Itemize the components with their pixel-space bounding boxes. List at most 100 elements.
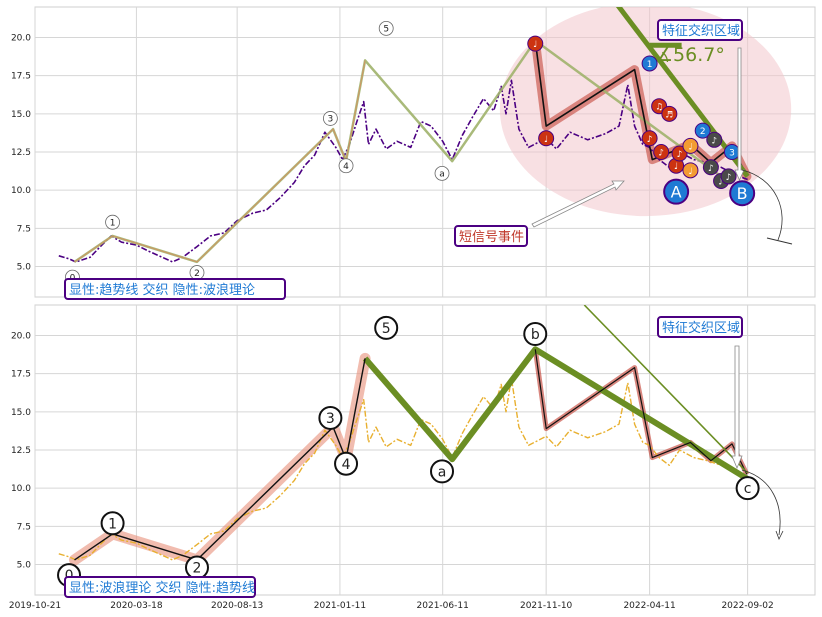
x-tick-label: 2021-01-11	[314, 601, 366, 611]
y-tick-label: 12.5	[11, 148, 31, 158]
event-marker-circle	[682, 162, 699, 179]
wave-path-line	[362, 346, 750, 482]
wave-label-text: 2	[194, 269, 200, 279]
y-tick-label: 7.5	[17, 522, 31, 532]
wave-label-text: a	[438, 464, 447, 480]
bottom-wave-labels: 012345abc	[57, 315, 760, 588]
event-marker-circle	[527, 35, 544, 52]
event-marker-circle	[682, 137, 699, 154]
bottom-y-tick-labels: 5.0 7.5 10.0 12.5 15.0 17.5 20.0	[11, 332, 31, 571]
big-marker-circle	[729, 180, 756, 207]
curved-arrow-top-head	[766, 237, 793, 245]
wave-label-text: c	[744, 481, 752, 497]
event-marker-label: ♬	[665, 110, 673, 120]
angle-label: ∡56.7°	[656, 44, 725, 66]
event-marker-circle	[720, 168, 737, 185]
top-zone-label-box: 特征交织区域	[657, 19, 743, 41]
y-tick-label: 17.5	[11, 370, 31, 380]
x-tick-label: 2020-08-13	[211, 601, 263, 611]
event-marker-label: ♪	[658, 149, 664, 159]
wave-label-text: 4	[343, 162, 349, 172]
event-marker-label: 1	[647, 60, 653, 70]
wave-label-text: 3	[328, 115, 334, 125]
detail-core-line	[534, 349, 748, 475]
wave-label-text: a	[439, 170, 445, 180]
big-marker-label: B	[737, 184, 748, 203]
wave-label-text: b	[531, 327, 540, 343]
y-tick-label: 5.0	[17, 262, 32, 272]
wave-label-circle	[374, 315, 399, 340]
event-marker-label: ♩	[674, 162, 678, 172]
event-marker-label: ♪	[711, 136, 717, 146]
event-marker-label: ♩	[688, 167, 692, 177]
event-marker-label: ♩	[533, 40, 537, 50]
wave-label-circle	[434, 165, 450, 181]
big-marker-label: A	[671, 183, 682, 202]
wave-label-circle	[100, 511, 125, 536]
event-marker-circle	[653, 144, 670, 160]
price-series-line	[58, 79, 748, 263]
y-tick-label: 20.0	[11, 332, 31, 342]
event-marker-circle	[641, 55, 658, 72]
y-tick-label: 5.0	[17, 560, 32, 570]
wave-label-text: 1	[110, 218, 116, 228]
y-tick-label: 17.5	[11, 72, 31, 82]
bottom-zone-label-box: 特征交织区域	[657, 316, 743, 338]
wave-label-circle	[338, 158, 354, 174]
x-tick-label: 2022-09-02	[721, 601, 773, 611]
wave-label-circle	[523, 322, 548, 346]
event-marker-circle	[661, 105, 678, 122]
price-series-line	[58, 377, 748, 561]
signal-label: 短信号事件	[459, 230, 524, 245]
event-marker-label: 3	[729, 149, 735, 159]
event-marker-circle	[706, 131, 723, 148]
event-marker-label: ♪	[718, 178, 724, 188]
wave-label-text: 5	[382, 321, 391, 337]
wave-overlay-line	[74, 60, 366, 263]
y-tick-label: 10.0	[11, 484, 31, 494]
y-tick-label: 7.5	[17, 224, 31, 234]
top-y-tick-labels: 5.0 7.5 10.0 12.5 15.0 17.5 20.0	[11, 34, 31, 273]
top-panel: 5.0 7.5 10.0 12.5 15.0 17.5 20.0 ♩ ♩ 1 ♪ ♫♬ ♪ ♩ ♪ ♩ ♩ 2 ♪…	[11, 6, 816, 300]
y-tick-label: 15.0	[11, 408, 31, 418]
bottom-legend-text: 显性:波浪理论 交织 隐性:趋势线	[69, 580, 255, 596]
wave-label-text: 1	[108, 516, 117, 532]
event-marker-circle	[671, 145, 688, 162]
x-tick-label: 2022-04-11	[623, 601, 675, 611]
signal-label-box: 短信号事件	[454, 225, 528, 247]
event-marker-circle	[641, 130, 658, 147]
top-event-markers: ♩♩1♪♫♬♪♩♪♩♩2♪♪♪3♪A B	[527, 35, 756, 207]
x-tick-label: 2021-06-11	[417, 601, 469, 611]
wave-label-circle	[105, 214, 120, 230]
wave-label-circle	[735, 476, 760, 501]
signal-arrow	[531, 180, 625, 228]
top-legend-text: 显性:趋势线 交织 隐性:波浪理论	[69, 282, 255, 298]
big-marker-circle	[663, 178, 690, 205]
trend-line	[583, 305, 749, 474]
x-tick-label: 2019-10-21	[9, 601, 61, 611]
event-marker-label: 2	[700, 127, 706, 137]
bottom-panel: 5.0 7.5 10.0 12.5 15.0 17.5 20.0 2019-10-21 202…	[9, 304, 816, 611]
bottom-legend-box: 显性:波浪理论 交织 隐性:趋势线	[64, 576, 256, 598]
event-marker-label: ♩	[544, 135, 548, 145]
curved-arrow-bottom	[741, 469, 781, 536]
event-marker-label: ♪	[726, 173, 732, 183]
y-tick-label: 12.5	[11, 446, 31, 456]
top-legend-box: 显性:趋势线 交织 隐性:波浪理论	[64, 278, 286, 300]
zone-arrow-top	[734, 47, 745, 181]
wave-label-circle	[334, 451, 359, 476]
wave-label-circle	[430, 459, 455, 484]
event-marker-label: ♪	[677, 150, 683, 160]
wave-label-circle	[322, 111, 338, 126]
bottom-zone-label: 特征交织区域	[662, 320, 740, 336]
y-tick-label: 20.0	[11, 34, 31, 44]
bottom-chart-lines	[58, 305, 750, 566]
event-marker-label: ♫	[655, 103, 663, 113]
wave-label-text: 4	[342, 457, 351, 473]
wave-label-circle	[318, 405, 343, 430]
wave-label-text: 5	[383, 25, 389, 35]
curved-arrow-bottom-head	[775, 530, 784, 540]
event-marker-label: ♪	[647, 135, 653, 145]
curved-arrow-top	[741, 169, 783, 241]
